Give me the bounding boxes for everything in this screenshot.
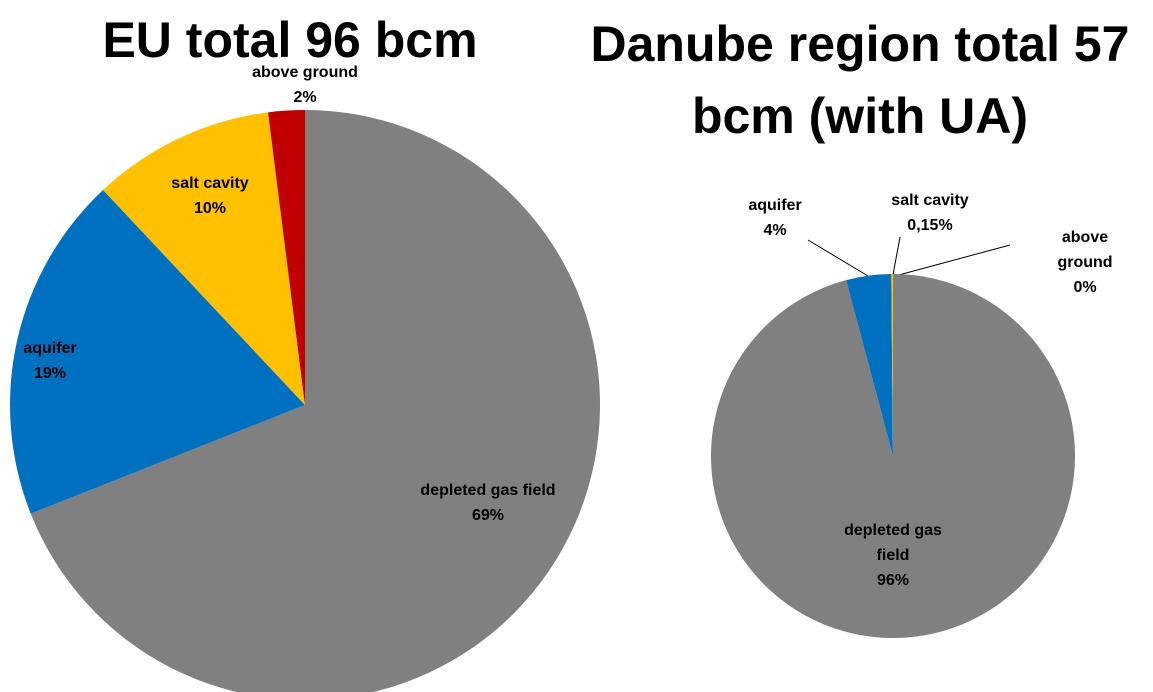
- pie-slice: [268, 110, 305, 405]
- data-label: above ground 2%: [252, 60, 358, 110]
- value-label: 69%: [471, 507, 505, 524]
- value-label: 0%: [1073, 279, 1097, 296]
- category-label: aquifer: [23, 340, 77, 357]
- pie-slice: [846, 274, 893, 456]
- category-label: aquifer: [748, 197, 802, 214]
- value-label: 4%: [763, 222, 787, 239]
- value-label: 2%: [293, 89, 317, 106]
- data-label: salt cavity 0,15%: [891, 188, 968, 238]
- data-label: aquifer 4%: [748, 193, 801, 243]
- leader-line: [807, 239, 869, 277]
- data-label: above ground 0%: [1051, 225, 1119, 300]
- category-label: above ground: [1057, 229, 1113, 271]
- pie-slice: [103, 112, 306, 405]
- leader-line: [894, 244, 1011, 277]
- pie-slice: [10, 189, 306, 514]
- chart-title: Danube region total 57 bcm (with UA): [590, 16, 1130, 144]
- value-label: 10%: [193, 200, 227, 217]
- category-label: above ground: [252, 64, 358, 81]
- data-label: salt cavity 10%: [171, 171, 248, 221]
- category-label: salt cavity: [171, 175, 249, 192]
- category-label: depleted gas field: [420, 482, 556, 499]
- pie-slice: [30, 110, 600, 692]
- data-label: depleted gas field 96%: [838, 518, 948, 593]
- category-label: depleted gas field: [844, 522, 942, 564]
- pie-slice: [891, 274, 893, 456]
- pie-slice: [710, 274, 1075, 638]
- leader-line: [892, 236, 901, 276]
- value-label: 19%: [33, 365, 67, 382]
- data-label: aquifer 19%: [23, 336, 76, 386]
- value-label: 96%: [876, 572, 910, 589]
- category-label: salt cavity: [891, 192, 969, 209]
- chart-title: EU total 96 bcm: [102, 12, 478, 68]
- value-label: 0,15%: [907, 217, 953, 234]
- data-label: depleted gas field 69%: [420, 478, 555, 528]
